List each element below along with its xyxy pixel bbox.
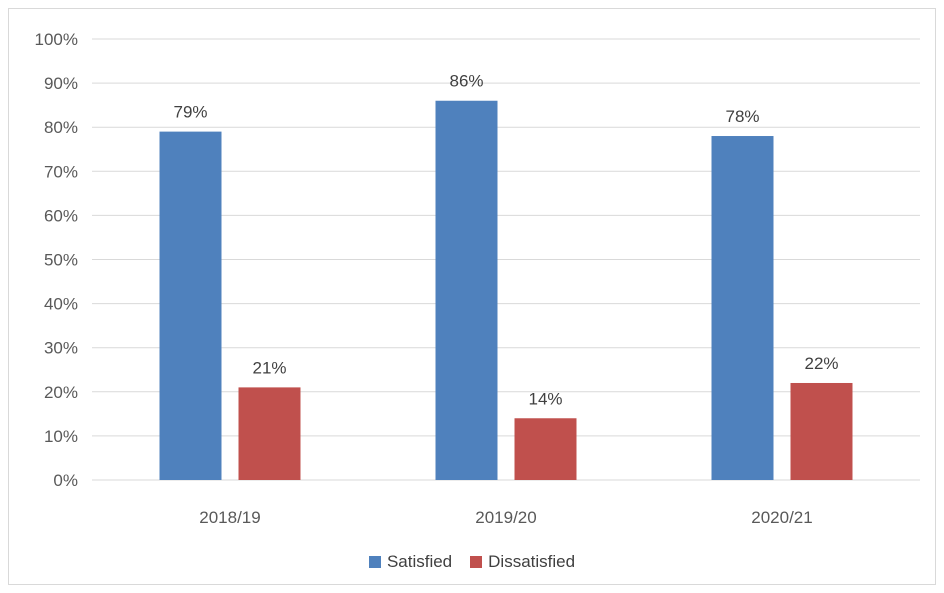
legend: Satisfied Dissatisfied	[0, 550, 944, 574]
data-label-satisfied: 79%	[173, 103, 207, 122]
bar-satisfied-2019-20	[435, 100, 498, 481]
data-label-dissatisfied: 22%	[804, 354, 838, 373]
y-tick-label: 40%	[44, 295, 78, 314]
data-label-dissatisfied: 14%	[528, 389, 562, 408]
legend-item-satisfied: Satisfied	[368, 552, 453, 572]
y-tick-label: 30%	[44, 339, 78, 358]
x-tick-label: 2019/20	[475, 508, 536, 527]
legend-label-dissatisfied: Dissatisfied	[488, 552, 576, 571]
x-axis-ticks: 2018/19 2019/20 2020/21	[199, 508, 812, 527]
data-labels: 79% 21% 86% 14% 78% 22%	[173, 72, 838, 409]
y-axis-ticks: 0% 10% 20% 30% 40% 50% 60% 70% 80% 90% 100%	[35, 30, 78, 490]
y-tick-label: 50%	[44, 251, 78, 270]
gridlines	[92, 38, 920, 481]
y-tick-label: 20%	[44, 383, 78, 402]
y-tick-label: 100%	[35, 30, 78, 49]
y-tick-label: 60%	[44, 206, 78, 225]
legend-swatch-dissatisfied	[470, 556, 483, 568]
x-tick-label: 2018/19	[199, 508, 260, 527]
bars	[159, 100, 853, 481]
data-label-satisfied: 78%	[725, 107, 759, 126]
bar-dissatisfied-2018-19	[238, 387, 301, 480]
legend-item-dissatisfied: Dissatisfied	[470, 552, 575, 572]
bar-dissatisfied-2020-21	[790, 382, 853, 480]
y-tick-label: 80%	[44, 118, 78, 137]
legend-label-satisfied: Satisfied	[386, 552, 453, 571]
data-label-satisfied: 86%	[449, 72, 483, 91]
y-tick-label: 90%	[44, 74, 78, 93]
y-tick-label: 0%	[53, 471, 78, 490]
bar-satisfied-2020-21	[711, 136, 774, 480]
y-tick-label: 10%	[44, 427, 78, 446]
bar-satisfied-2018-19	[159, 131, 222, 481]
bar-dissatisfied-2019-20	[514, 418, 577, 480]
legend-swatch-satisfied	[368, 556, 381, 568]
data-label-dissatisfied: 21%	[252, 358, 286, 377]
x-tick-label: 2020/21	[751, 508, 812, 527]
y-tick-label: 70%	[44, 162, 78, 181]
